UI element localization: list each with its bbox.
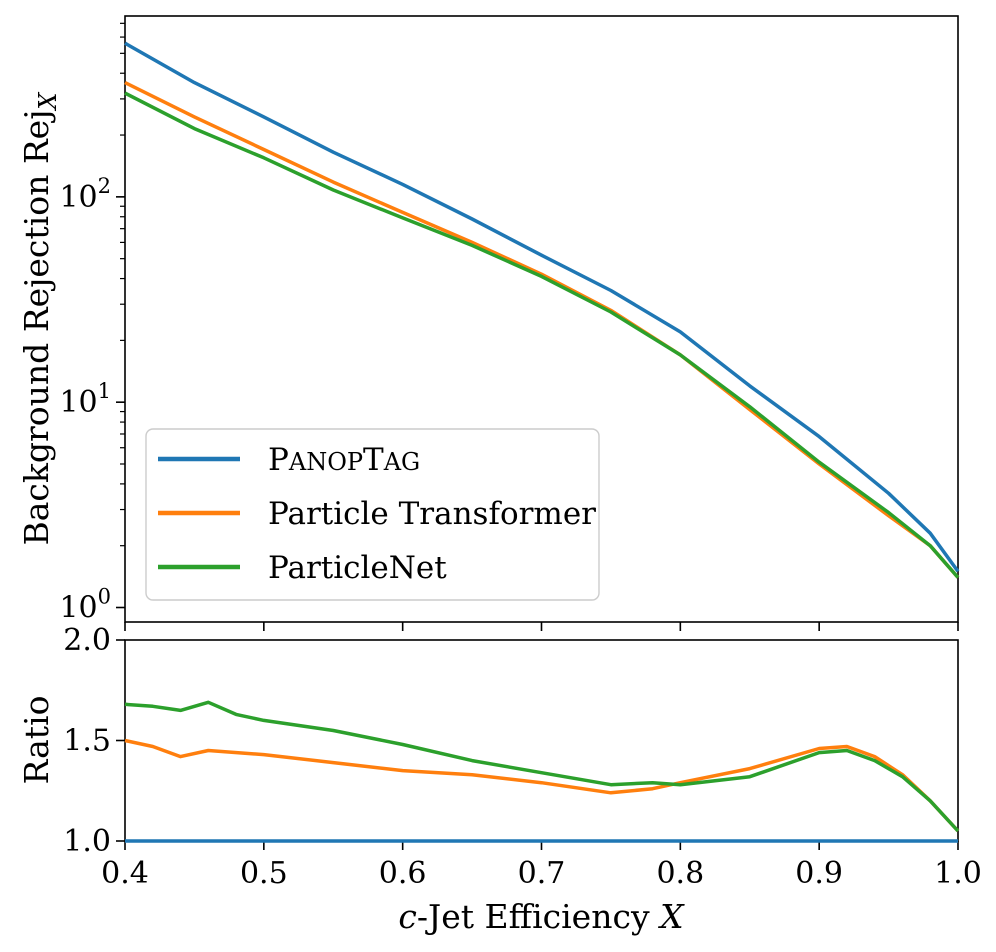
ratio-y-ticks: 1.0 1.5 2.0 <box>63 623 125 859</box>
rejection-panel: 100 101 102 Background Rejection RejX PANO… <box>17 15 960 631</box>
ratio-y-tick-label: 1.5 <box>63 724 111 759</box>
rejection-line-particlenet <box>124 91 960 579</box>
ratio-y-tick-label: 2.0 <box>63 623 111 658</box>
rejection-series-lines <box>124 41 960 579</box>
ratio-x-tick-label: 0.4 <box>101 856 149 891</box>
ratio-x-tick-label: 0.9 <box>795 856 843 891</box>
legend-label-particle-transformer: Particle Transformer <box>268 496 596 532</box>
ratio-line-panoptag-particlenet <box>124 700 960 833</box>
ratio-x-tick-label: 1.0 <box>934 856 982 891</box>
ratio-x-tick-label: 0.5 <box>240 856 288 891</box>
ratio-line-panoptag-particle-transformer <box>124 738 960 833</box>
ratio-panel: 1.0 1.5 2.0 0.4 0.5 0.6 0.7 0.8 0.9 1.0 Ratio c-… <box>17 623 982 936</box>
legend-label-panoptag: PANOPTAG <box>268 442 420 478</box>
rejection-y-tick-label: 101 <box>59 379 111 420</box>
ratio-x-tick-label: 0.6 <box>379 856 427 891</box>
ratio-y-tick-label: 1.0 <box>63 824 111 859</box>
ratio-x-tick-label: 0.8 <box>656 856 704 891</box>
x-axis-label: c-Jet Efficiency X <box>398 897 685 936</box>
ratio-x-tick-label: 0.7 <box>518 856 566 891</box>
ratio-axes-frame <box>124 639 959 842</box>
ratio-series-lines <box>124 700 960 843</box>
rejection-y-axis-label: Background Rejection RejX <box>17 92 62 546</box>
ratio-x-ticks: 0.4 0.5 0.6 0.7 0.8 0.9 1.0 <box>101 841 982 891</box>
rejection-x-ticks <box>124 622 959 631</box>
rejection-line-panoptag <box>124 41 960 573</box>
rejection-y-tick-label: 100 <box>59 585 111 626</box>
legend-box <box>145 428 600 601</box>
legend-label-particlenet: ParticleNet <box>268 550 447 586</box>
rejection-y-tick-label: 102 <box>59 174 111 215</box>
rejection-y-ticks: 100 101 102 <box>59 22 125 626</box>
legend: PANOPTAG Particle Transformer ParticleNe… <box>145 428 600 601</box>
ratio-y-axis-label: Ratio <box>17 696 56 785</box>
